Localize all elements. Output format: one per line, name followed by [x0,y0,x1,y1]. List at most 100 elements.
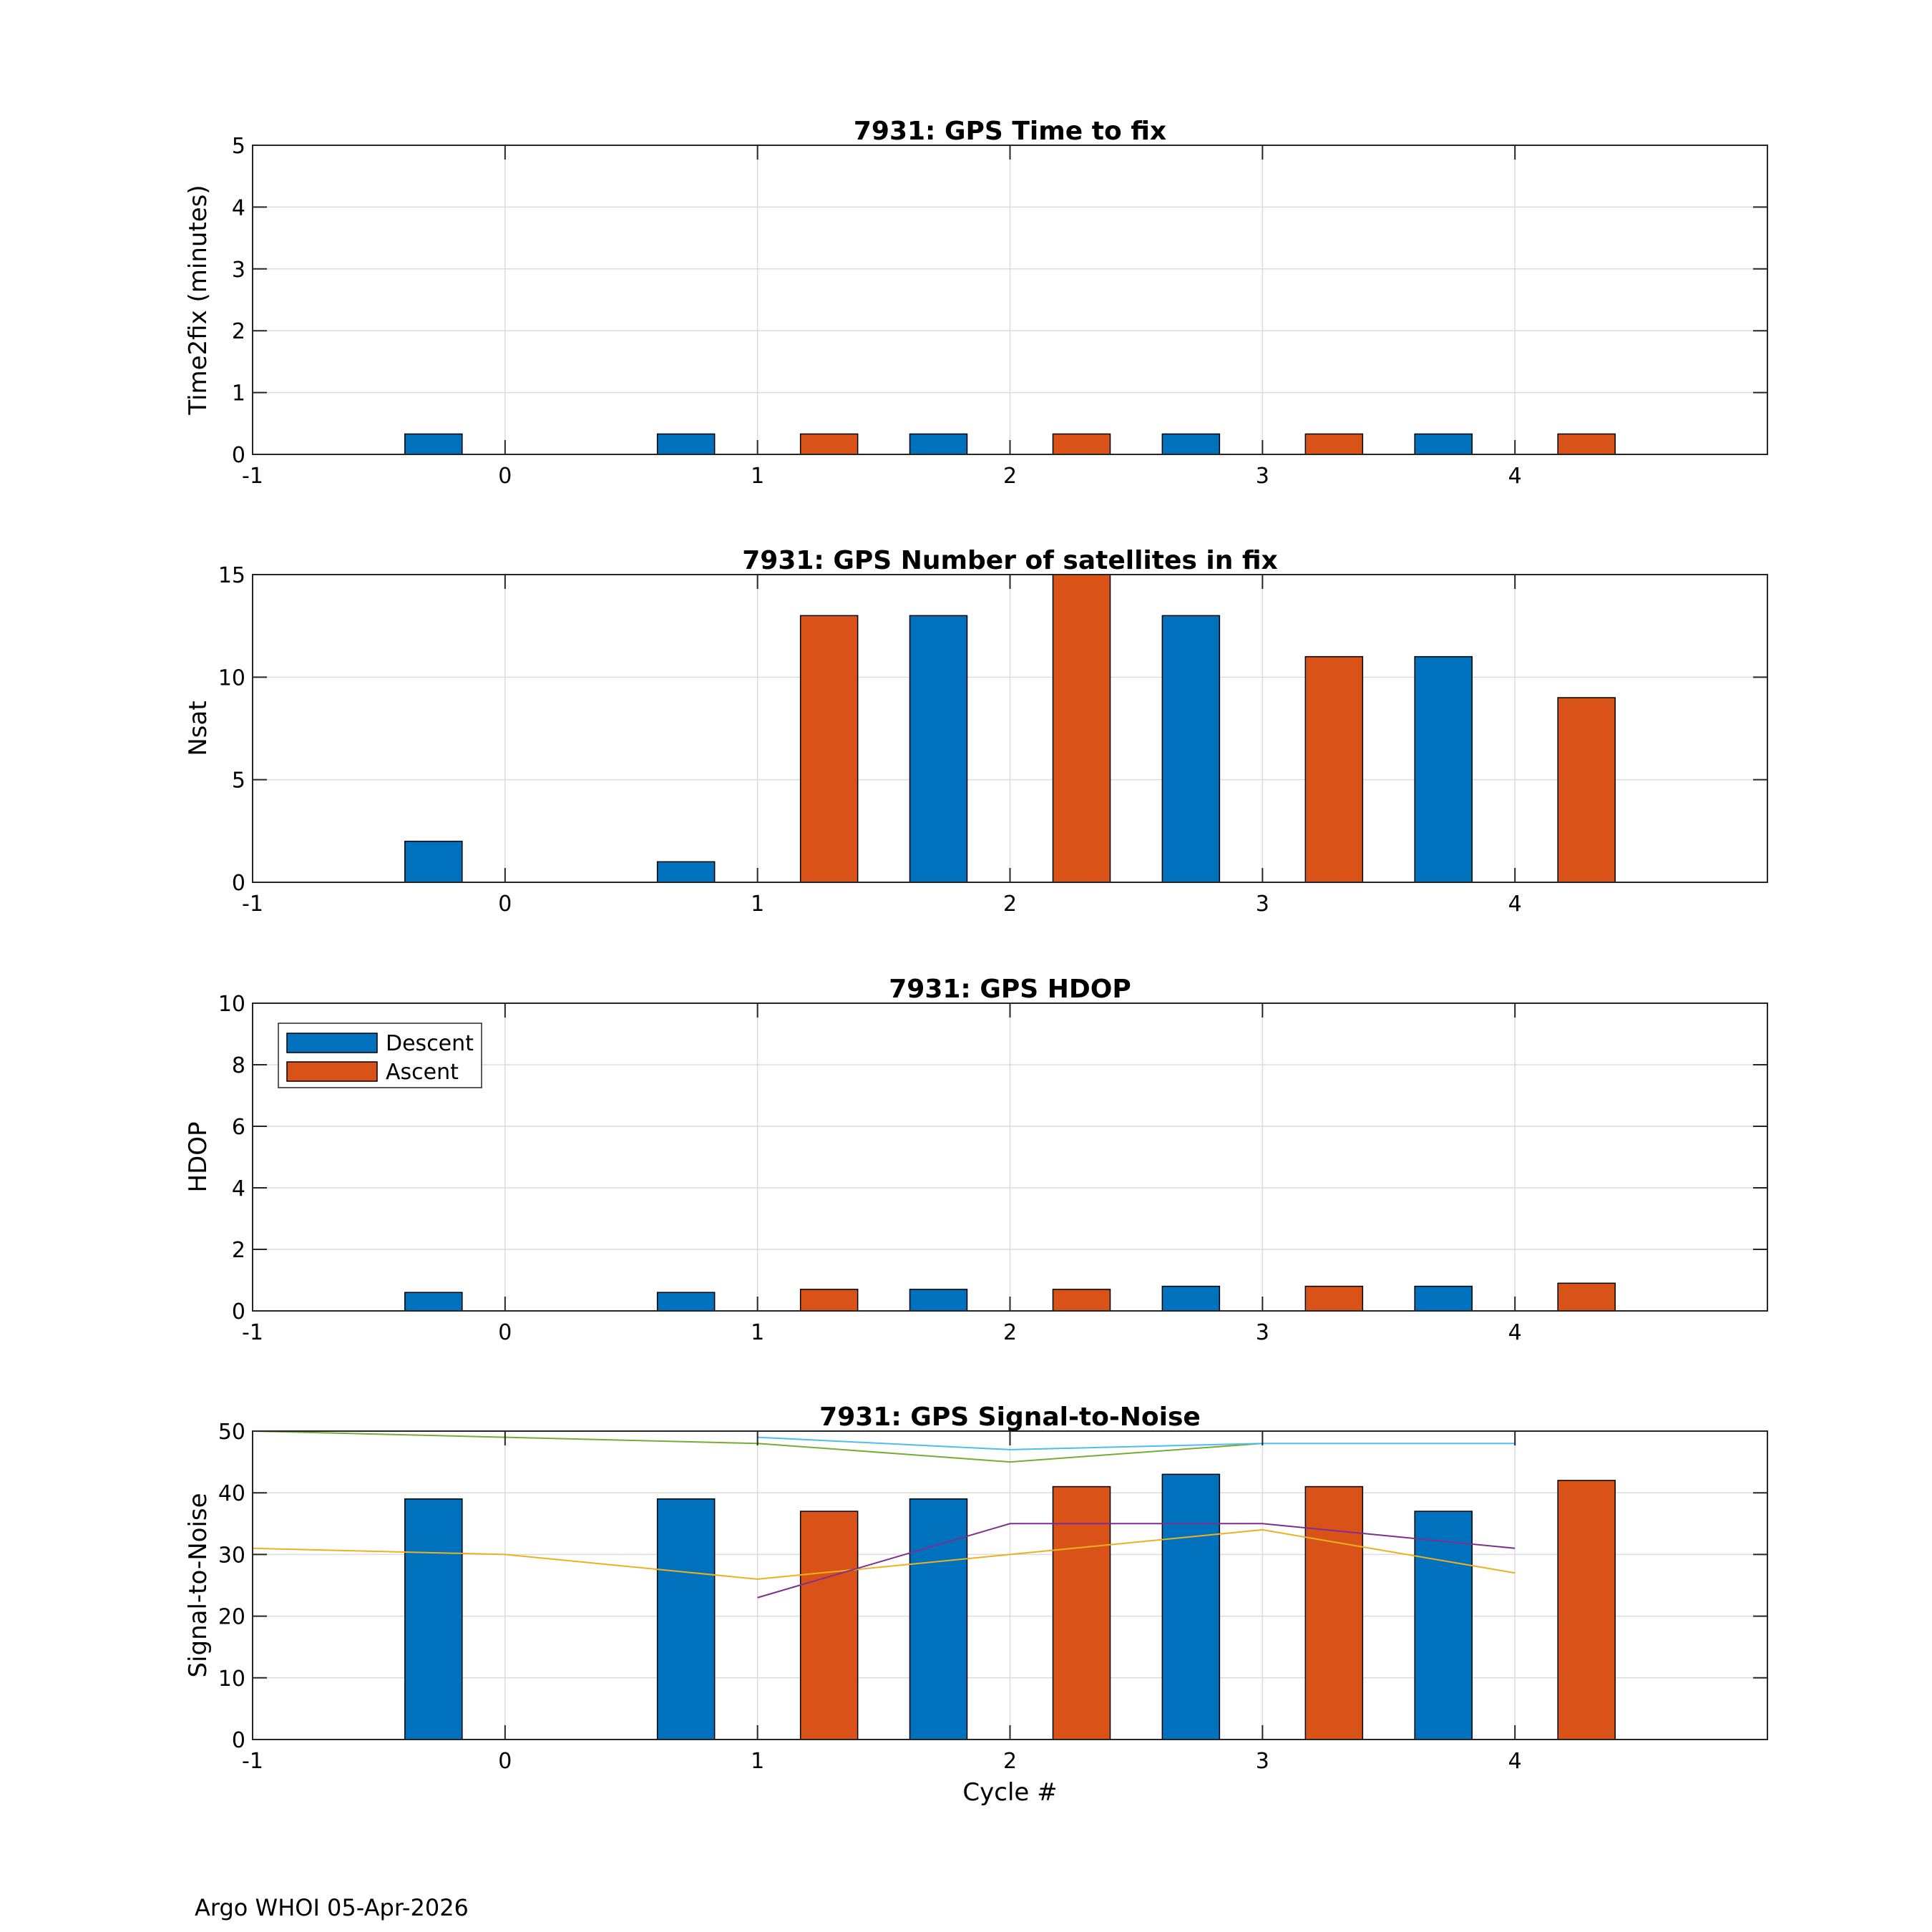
footer-credit: Argo WHOI 05-Apr-2026 [195,1894,469,1921]
bar-descent [909,615,968,883]
bar-ascent [799,1289,859,1312]
bar-descent [1414,1285,1473,1312]
bar-ascent [799,1511,859,1740]
y-tick-label: 4 [232,195,245,220]
x-tick-label: 4 [1508,1320,1522,1345]
legend: Descent Ascent [278,1023,482,1088]
x-tick-label: 3 [1256,1749,1269,1774]
x-tick-label: 0 [498,1749,512,1774]
bar-descent [1414,1511,1473,1740]
y-tick-label: 50 [218,1420,245,1445]
y-axis-label: HDOP [184,1121,213,1192]
x-tick-label: -1 [242,464,263,489]
y-tick-label: 0 [232,871,245,896]
snr-line-3 [252,1528,1516,1580]
bar-descent [1161,1473,1221,1740]
bar-descent [1161,1285,1221,1312]
y-tick-label: 1 [232,381,245,406]
x-tick-label: -1 [242,1749,263,1774]
y-axis-label: Time2fix (minutes) [184,185,213,415]
x-tick-label: 2 [1003,464,1017,489]
y-tick-label: 4 [232,1176,245,1201]
bar-descent [1414,433,1473,455]
y-tick-label: 10 [218,992,245,1017]
y-tick-label: 5 [232,769,245,794]
x-tick-label: 3 [1256,1320,1269,1345]
bar-descent [404,433,463,455]
chart-title: 7931: GPS Signal-to-Noise [819,1402,1201,1432]
bar-ascent [1557,1282,1616,1312]
bar-ascent [1557,433,1616,455]
bar-ascent [1304,1485,1364,1740]
bar-ascent [1557,697,1616,883]
bar-descent [909,433,968,455]
bar-descent [1161,433,1221,455]
x-tick-label: 3 [1256,464,1269,489]
x-axis-label: Cycle # [962,1778,1057,1807]
y-tick-label: 0 [232,1299,245,1324]
y-tick-label: 2 [232,1238,245,1263]
y-tick-label: 0 [232,1728,245,1753]
x-tick-label: -1 [242,1320,263,1345]
bar-ascent [1557,1480,1616,1740]
x-tick-label: 0 [498,464,512,489]
bar-descent [404,1292,463,1312]
y-tick-label: 10 [218,665,245,691]
legend-swatch [286,1033,378,1053]
x-tick-label: 3 [1256,892,1269,917]
y-axis-label: Nsat [184,701,213,756]
y-tick-label: 30 [218,1543,245,1568]
snr-line-4 [757,1523,1516,1599]
bar-ascent [799,615,859,883]
x-tick-label: 4 [1508,464,1522,489]
bar-ascent [799,433,859,455]
x-tick-label: 4 [1508,892,1522,917]
snr-line-2 [757,1436,1516,1450]
y-tick-label: 20 [218,1605,245,1630]
bar-descent [1414,655,1473,883]
y-tick-label: 15 [218,563,245,588]
y-tick-label: 6 [232,1115,245,1140]
bar-ascent [1052,1289,1111,1312]
y-axis-label: Signal-to-Noise [184,1493,213,1677]
y-tick-label: 10 [218,1667,245,1692]
x-tick-label: 2 [1003,1749,1017,1774]
bar-ascent [1304,1285,1364,1312]
legend-swatch [286,1061,378,1082]
y-tick-label: 5 [232,134,245,159]
legend-label: Ascent [386,1060,459,1085]
chart-title: 7931: GPS Time to fix [854,117,1166,146]
bar-descent [656,433,716,455]
bar-ascent [1052,1485,1111,1740]
bar-descent [656,1498,716,1740]
x-tick-label: 0 [498,1320,512,1345]
y-tick-label: 40 [218,1481,245,1506]
bar-ascent [1052,574,1111,883]
chart-title: 7931: GPS Number of satellites in fix [742,546,1278,575]
y-tick-label: 3 [232,258,245,283]
bar-ascent [1304,655,1364,883]
bar-descent [1161,615,1221,883]
x-tick-label: 2 [1003,1320,1017,1345]
bar-ascent [1052,433,1111,455]
x-tick-label: 0 [498,892,512,917]
bar-descent [909,1289,968,1312]
y-tick-label: 8 [232,1053,245,1078]
bar-descent [404,1498,463,1740]
x-tick-label: 1 [751,1749,764,1774]
y-tick-label: 0 [232,443,245,468]
y-tick-label: 2 [232,319,245,344]
bar-descent [404,840,463,883]
bar-ascent [1304,433,1364,455]
x-tick-label: 1 [751,1320,764,1345]
legend-label: Descent [386,1031,474,1056]
x-tick-label: 1 [751,892,764,917]
x-tick-label: 2 [1003,892,1017,917]
x-tick-label: 4 [1508,1749,1522,1774]
x-tick-label: -1 [242,892,263,917]
